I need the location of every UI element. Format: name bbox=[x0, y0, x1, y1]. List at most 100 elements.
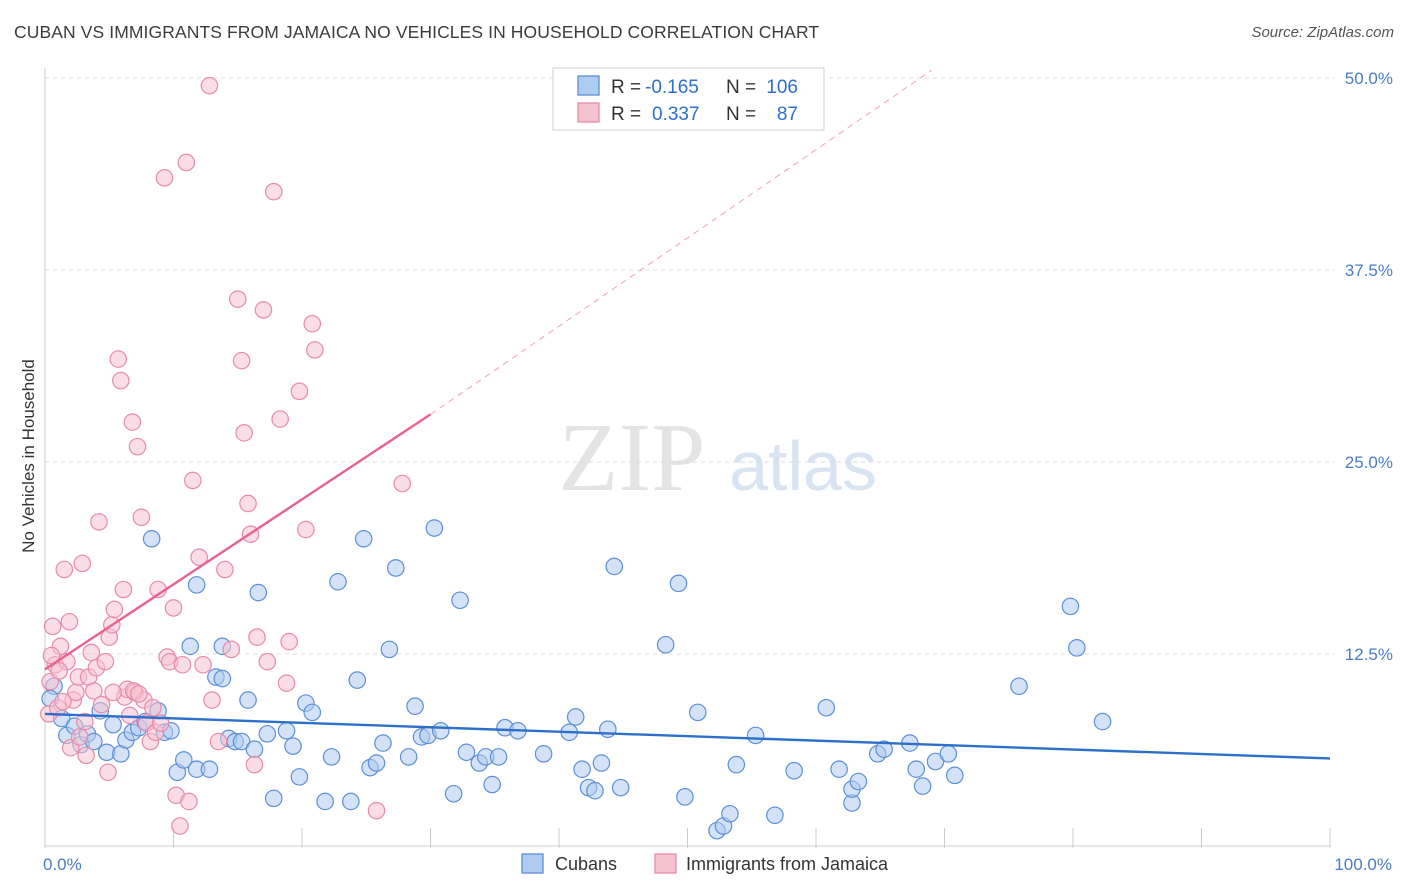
x-tick-label-0: 0.0% bbox=[43, 855, 82, 874]
point-cubans-37 bbox=[290, 768, 309, 786]
point-jamaica-58 bbox=[232, 351, 251, 370]
legend-n-label-1: N = bbox=[726, 77, 756, 98]
point-jamaica-71 bbox=[297, 520, 315, 539]
point-cubans-50 bbox=[387, 559, 405, 577]
point-jamaica-79 bbox=[54, 692, 72, 711]
point-jamaica-22 bbox=[105, 600, 124, 619]
point-cubans-72 bbox=[592, 754, 611, 772]
point-jamaica-54 bbox=[209, 732, 228, 751]
point-jamaica-63 bbox=[248, 628, 266, 646]
legend-r-value-1: -0.165 bbox=[645, 77, 699, 98]
point-cubans-98 bbox=[939, 745, 958, 763]
x-tick-label-1: 100.0% bbox=[1334, 855, 1392, 874]
point-jamaica-50 bbox=[190, 548, 208, 567]
point-jamaica-29 bbox=[123, 413, 142, 431]
point-cubans-48 bbox=[374, 734, 392, 752]
point-cubans-96 bbox=[913, 777, 932, 795]
point-jamaica-7 bbox=[60, 612, 79, 631]
point-cubans-59 bbox=[457, 743, 476, 762]
point-jamaica-46 bbox=[173, 655, 192, 674]
point-cubans-20 bbox=[174, 751, 193, 769]
point-jamaica-69 bbox=[280, 632, 298, 651]
point-cubans-15 bbox=[142, 529, 161, 548]
point-cubans-41 bbox=[322, 748, 341, 766]
legend-swatch-jamaica bbox=[577, 102, 600, 123]
trend-layer bbox=[44, 69, 1331, 760]
legend-r-label-2: R = bbox=[611, 104, 641, 125]
point-jamaica-52 bbox=[200, 76, 219, 95]
point-jamaica-48 bbox=[180, 792, 198, 811]
point-jamaica-23 bbox=[109, 350, 128, 368]
point-jamaica-17 bbox=[90, 513, 108, 531]
point-jamaica-1 bbox=[43, 617, 62, 636]
y-tick-label-1: 25.0% bbox=[1345, 453, 1393, 472]
point-jamaica-25 bbox=[114, 580, 133, 599]
point-cubans-76 bbox=[656, 635, 675, 654]
point-cubans-34 bbox=[264, 789, 283, 808]
point-cubans-93 bbox=[875, 740, 893, 759]
point-jamaica-14 bbox=[82, 643, 101, 662]
point-cubans-29 bbox=[232, 732, 251, 751]
point-jamaica-75 bbox=[393, 474, 412, 493]
point-cubans-95 bbox=[907, 760, 926, 778]
point-jamaica-68 bbox=[277, 674, 296, 692]
point-cubans-32 bbox=[249, 583, 268, 602]
trend-line-cubans bbox=[44, 712, 1331, 760]
series-legend: Cubans Immigrants from Jamaica bbox=[521, 853, 889, 874]
point-cubans-55 bbox=[425, 519, 444, 537]
watermark-atlas: atlas bbox=[729, 427, 877, 505]
point-jamaica-12 bbox=[76, 712, 94, 731]
point-cubans-47 bbox=[367, 754, 386, 772]
stats-legend: R = -0.165 N = 106 R = 0.337 N = 87 bbox=[552, 67, 825, 131]
legend-r-label-1: R = bbox=[611, 77, 641, 98]
point-cubans-82 bbox=[721, 804, 739, 823]
point-cubans-83 bbox=[727, 755, 746, 774]
point-jamaica-47 bbox=[177, 153, 196, 172]
legend-n-value-2: 87 bbox=[777, 104, 798, 125]
point-cubans-49 bbox=[380, 640, 399, 659]
point-jamaica-43 bbox=[164, 599, 183, 617]
point-cubans-91 bbox=[849, 772, 868, 791]
bottom-legend-label-jamaica: Immigrants from Jamaica bbox=[686, 854, 889, 874]
point-jamaica-49 bbox=[183, 471, 202, 490]
point-jamaica-59 bbox=[235, 424, 253, 442]
bottom-legend-swatch-cubans bbox=[521, 853, 544, 874]
point-cubans-101 bbox=[1061, 597, 1080, 616]
point-jamaica-11 bbox=[73, 554, 92, 573]
point-cubans-42 bbox=[329, 573, 347, 591]
point-cubans-68 bbox=[566, 708, 585, 726]
point-jamaica-74 bbox=[367, 801, 386, 820]
point-cubans-100 bbox=[1010, 677, 1028, 696]
point-jamaica-24 bbox=[112, 371, 130, 390]
chart-title: CUBAN VS IMMIGRANTS FROM JAMAICA NO VEHI… bbox=[14, 22, 820, 42]
point-cubans-21 bbox=[181, 637, 200, 656]
point-jamaica-73 bbox=[306, 341, 324, 359]
point-cubans-78 bbox=[676, 788, 694, 806]
point-jamaica-70 bbox=[290, 382, 309, 401]
legend-swatch-cubans bbox=[577, 75, 600, 96]
point-cubans-22 bbox=[187, 576, 206, 594]
point-cubans-66 bbox=[534, 745, 553, 763]
point-jamaica-31 bbox=[128, 437, 147, 456]
point-cubans-85 bbox=[766, 806, 784, 825]
point-cubans-35 bbox=[277, 721, 296, 740]
point-jamaica-19 bbox=[96, 652, 115, 671]
point-jamaica-62 bbox=[245, 755, 264, 774]
point-cubans-52 bbox=[406, 697, 424, 716]
point-cubans-30 bbox=[239, 691, 257, 709]
point-cubans-56 bbox=[431, 721, 450, 740]
point-cubans-62 bbox=[483, 775, 501, 794]
point-jamaica-60 bbox=[239, 494, 257, 513]
point-jamaica-84 bbox=[104, 683, 122, 702]
point-cubans-24 bbox=[200, 760, 219, 778]
point-cubans-103 bbox=[1093, 712, 1112, 731]
point-jamaica-15 bbox=[85, 682, 103, 700]
legend-r-value-2: 0.337 bbox=[652, 104, 700, 125]
point-jamaica-83 bbox=[99, 763, 117, 782]
point-jamaica-36 bbox=[144, 698, 162, 717]
point-cubans-86 bbox=[785, 761, 803, 780]
point-cubans-75 bbox=[611, 778, 630, 797]
point-cubans-9 bbox=[104, 715, 122, 734]
point-cubans-31 bbox=[245, 740, 264, 759]
